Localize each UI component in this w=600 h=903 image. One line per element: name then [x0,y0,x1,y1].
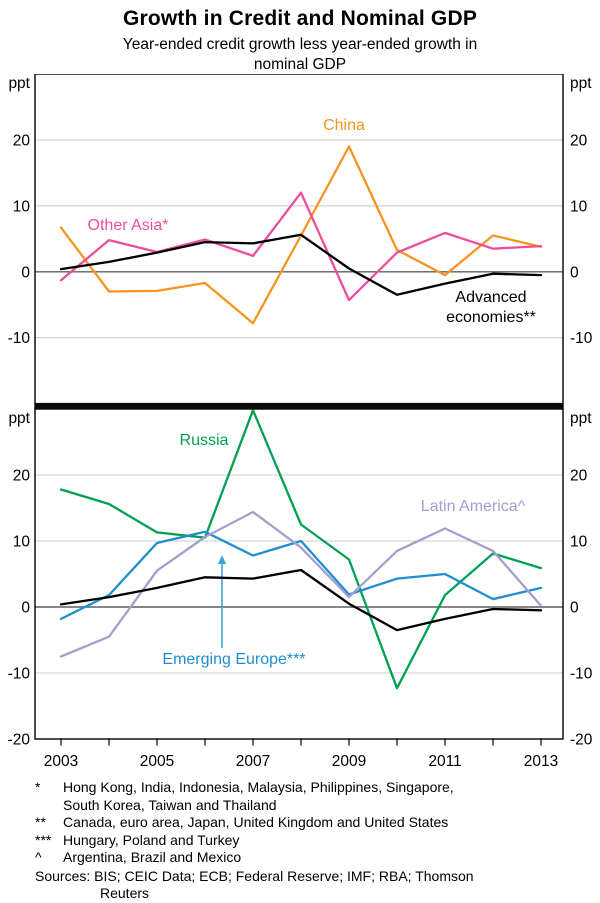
x-tick-label: 2013 [524,753,558,770]
y-tick-label-right: 0 [570,600,579,617]
series-label-emerging-europe-: Emerging Europe*** [162,651,305,668]
y-tick-label-right: 10 [570,198,588,215]
footnote-text: Hungary, Poland and Turkey [63,831,240,848]
y-tick-label-right: 20 [570,132,588,149]
footnotes: * Hong Kong, India, Indonesia, Malaysia,… [35,779,600,903]
series-line-emerging-europe- [59,530,543,621]
x-tick-label: 2005 [140,753,174,770]
footnote-text: Argentina, Brazil and Mexico [63,849,242,865]
series-label-china: China [323,117,365,134]
unit-label-right: ppt [570,410,592,427]
footnote-row: * Hong Kong, India, Indonesia, Malaysia,… [35,779,600,814]
y-tick-label-left: 10 [13,198,31,215]
unit-label-left: ppt [8,410,30,427]
y-tick-label-left: -20 [8,732,31,749]
x-tick-label: 2007 [236,753,270,770]
y-tick-label-left: 0 [21,600,30,617]
y-tick-label-left: 20 [13,132,31,149]
series-label-russia: Russia [180,432,229,449]
series-line-latin-america- [59,510,543,658]
y-tick-label-right: -10 [570,666,593,683]
chart-header: Growth in Credit and Nominal GDP Year-en… [0,0,600,74]
series-label-latin-america-: Latin America^ [421,498,526,515]
footnote-row: *** Hungary, Poland and Turkey [35,832,600,850]
chart-svg: -10 -10 0 0 10 10 20 20 ppt ppt China Other Asia* Ad… [8,74,593,770]
sources-line: Sources: BIS; CEIC Data; ECB; Federal Re… [35,867,474,902]
footnote-marker: *** [35,831,52,848]
y-tick-label-right: -20 [570,732,593,749]
series-label-advanced-economies-: economies** [446,309,536,326]
x-tick-label: 2003 [44,753,78,770]
footnote-marker: * [35,779,41,795]
series-label-advanced-economies-: Advanced [455,289,526,306]
unit-label-left: ppt [8,75,30,92]
chart-subtitle: Year-ended credit growth less year-ended… [122,36,478,73]
y-tick-label-left: -10 [8,330,31,347]
y-tick-label-right: 0 [570,264,579,281]
y-tick-label-right: 10 [570,534,588,551]
x-tick-label: 2011 [428,753,461,770]
chart-title: Growth in Credit and Nominal GDP [122,7,478,30]
y-tick-label-right: -10 [570,330,593,347]
footnote-marker: ** [35,814,46,830]
series-line-advanced-economies-repeated- [59,568,543,632]
footnote-row: ^ Argentina, Brazil and Mexico [35,849,600,867]
panel-border [34,408,564,740]
footnote-marker: ^ [35,849,42,865]
footnote-row: ** Canada, euro area, Japan, United King… [35,814,600,832]
series-line-advanced-economies- [59,233,543,296]
annotation-arrow-head [218,555,226,564]
unit-label-right: ppt [570,75,592,92]
y-tick-label-left: 0 [21,264,30,281]
footnote-text: Canada, euro area, Japan, United Kingdom… [63,814,449,830]
y-tick-label-right: 20 [570,468,588,485]
panel-divider [34,403,564,410]
y-tick-label-left: 20 [13,468,31,485]
footnote-text: Hong Kong, India, Indonesia, Malaysia, P… [63,779,454,813]
y-tick-label-left: 10 [13,534,31,551]
series-label-other-asia-: Other Asia* [88,217,169,234]
series-line-other-asia- [59,191,543,302]
y-tick-label-left: -10 [8,666,31,683]
x-tick-label: 2009 [332,753,366,770]
